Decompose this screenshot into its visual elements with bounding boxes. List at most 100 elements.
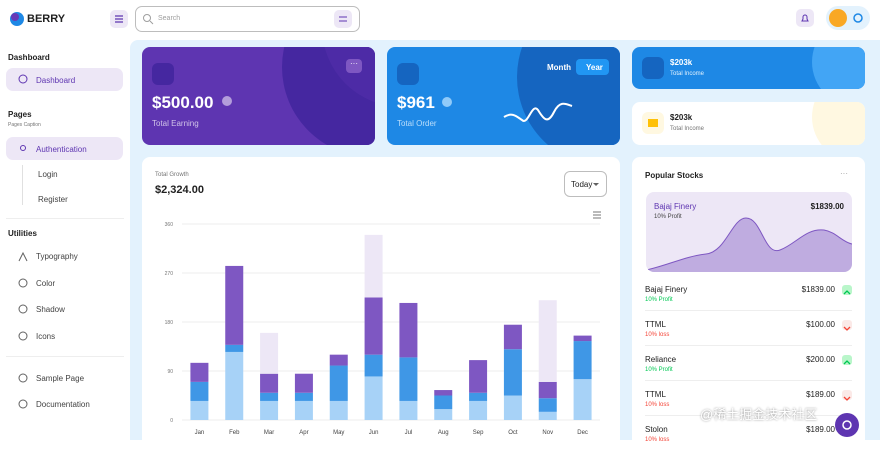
bar-segment: [538, 300, 557, 382]
stock-value: $1839.00: [810, 202, 844, 211]
bar-segment: [329, 354, 348, 366]
growth-chart: 0 90 180 270 360 Jan Feb Mar Apr May Jun Jul Aug Sep O…: [165, 222, 600, 436]
x-tick-label: Feb: [229, 430, 240, 436]
y-tick-label: 360: [165, 222, 174, 228]
bar-segment: [538, 381, 557, 399]
bar-segment: [573, 335, 592, 342]
income-value: $203k: [670, 58, 693, 67]
x-tick-label: Dec: [577, 430, 588, 436]
x-tick-label: Jan: [195, 430, 205, 436]
bar-segment: [399, 302, 418, 358]
stock-name: Stolon: [645, 425, 668, 434]
bar-segment: [294, 392, 313, 401]
bar-segment: [399, 357, 418, 401]
bar-segment: [260, 332, 279, 374]
logo-icon: [10, 12, 24, 26]
section-title: Utilities: [8, 229, 37, 238]
bar-segment: [503, 395, 522, 420]
income-value: $203k: [670, 113, 693, 122]
bar-segment: [190, 381, 209, 401]
stock-note: 10% loss: [645, 332, 670, 338]
earning-card: ··· $500.00 Total Earning: [142, 47, 375, 145]
nav-label[interactable]: Documentation: [36, 400, 90, 409]
toggle-month[interactable]: Month: [547, 63, 571, 72]
menu-button[interactable]: [110, 10, 128, 28]
stock-value: $189.00: [806, 390, 835, 399]
nav-item-active[interactable]: [6, 68, 123, 91]
nav-item-open[interactable]: [6, 137, 123, 160]
x-tick-label: Jun: [369, 430, 379, 436]
bar-segment: [190, 362, 209, 382]
y-tick-label: 90: [167, 369, 173, 375]
nav-label[interactable]: Dashboard: [36, 76, 76, 85]
bar-segment: [364, 354, 383, 377]
bar-segment: [329, 365, 348, 401]
bar-segment: [329, 400, 348, 420]
nav-label[interactable]: Authentication: [36, 145, 87, 154]
bar-segment: [225, 351, 244, 420]
more-button[interactable]: ···: [346, 59, 362, 73]
logo-text: BERRY: [27, 13, 66, 25]
nav-label[interactable]: Login: [38, 170, 58, 179]
bar-segment: [260, 392, 279, 401]
period-select[interactable]: [564, 171, 607, 197]
income-card: $203k Total Income: [632, 102, 865, 145]
filter-button[interactable]: [334, 10, 352, 28]
period-value[interactable]: Today: [571, 180, 593, 189]
sidebar: Dashboard Dashboard Pages Pages Caption …: [0, 40, 130, 440]
stocks-title: Popular Stocks: [645, 171, 704, 180]
bar-segment: [225, 265, 244, 345]
nav-label[interactable]: Register: [38, 195, 68, 204]
nav-label[interactable]: Typography: [36, 252, 78, 261]
stock-value: $200.00: [806, 355, 835, 364]
bar-segment: [225, 344, 244, 352]
bar-segment: [364, 234, 383, 298]
trend-icon: [842, 390, 852, 401]
bar-segment: [260, 400, 279, 420]
nav-label[interactable]: Sample Page: [36, 374, 85, 383]
income-label: Total Income: [670, 126, 705, 132]
stock-note: 10% Profit: [645, 367, 673, 373]
nav-label[interactable]: Icons: [36, 332, 56, 341]
settings-fab[interactable]: [835, 413, 859, 437]
x-tick-label: Nov: [542, 430, 553, 436]
bar-segment: [469, 360, 488, 393]
search-box[interactable]: Search: [135, 6, 360, 32]
bar-segment: [190, 400, 209, 420]
x-tick-label: Jul: [405, 430, 413, 436]
bar-segment: [503, 324, 522, 350]
nav-label[interactable]: Color: [36, 279, 56, 288]
x-tick-label: Oct: [508, 430, 518, 436]
bar-segment: [538, 411, 557, 420]
bar-segment: [503, 349, 522, 396]
profile-button[interactable]: [826, 6, 870, 30]
bar-segment: [434, 390, 453, 396]
stock-name: Reliance: [645, 355, 677, 364]
bar-segment: [364, 297, 383, 355]
more-button[interactable]: ···: [840, 169, 848, 178]
nav-label[interactable]: Shadow: [36, 305, 65, 314]
x-tick-label: Sep: [473, 430, 484, 436]
trend-icon: [842, 285, 852, 295]
order-value: $961: [397, 93, 435, 112]
order-sparkline: [503, 102, 573, 122]
income-card: $203k Total Income: [632, 47, 865, 89]
stock-note: 10% loss: [645, 437, 670, 443]
divider: [6, 356, 124, 357]
earning-label: Total Earning: [152, 119, 199, 128]
earning-value: $500.00: [152, 93, 214, 112]
section-caption: Pages Caption: [8, 122, 41, 128]
x-tick-label: Apr: [299, 430, 308, 436]
chart-menu[interactable]: [592, 211, 602, 219]
toggle-year[interactable]: Year: [586, 63, 603, 72]
x-tick-label: May: [333, 430, 344, 436]
header: BERRY Search: [0, 0, 880, 40]
bar-segment: [469, 400, 488, 420]
bar-segment: [469, 392, 488, 401]
divider: [645, 415, 852, 416]
growth-title: Total Growth: [155, 172, 189, 178]
growth-value: $2,324.00: [155, 184, 204, 196]
bar-segment: [260, 373, 279, 393]
bar-segment: [294, 373, 313, 393]
notification-button[interactable]: [796, 9, 814, 27]
